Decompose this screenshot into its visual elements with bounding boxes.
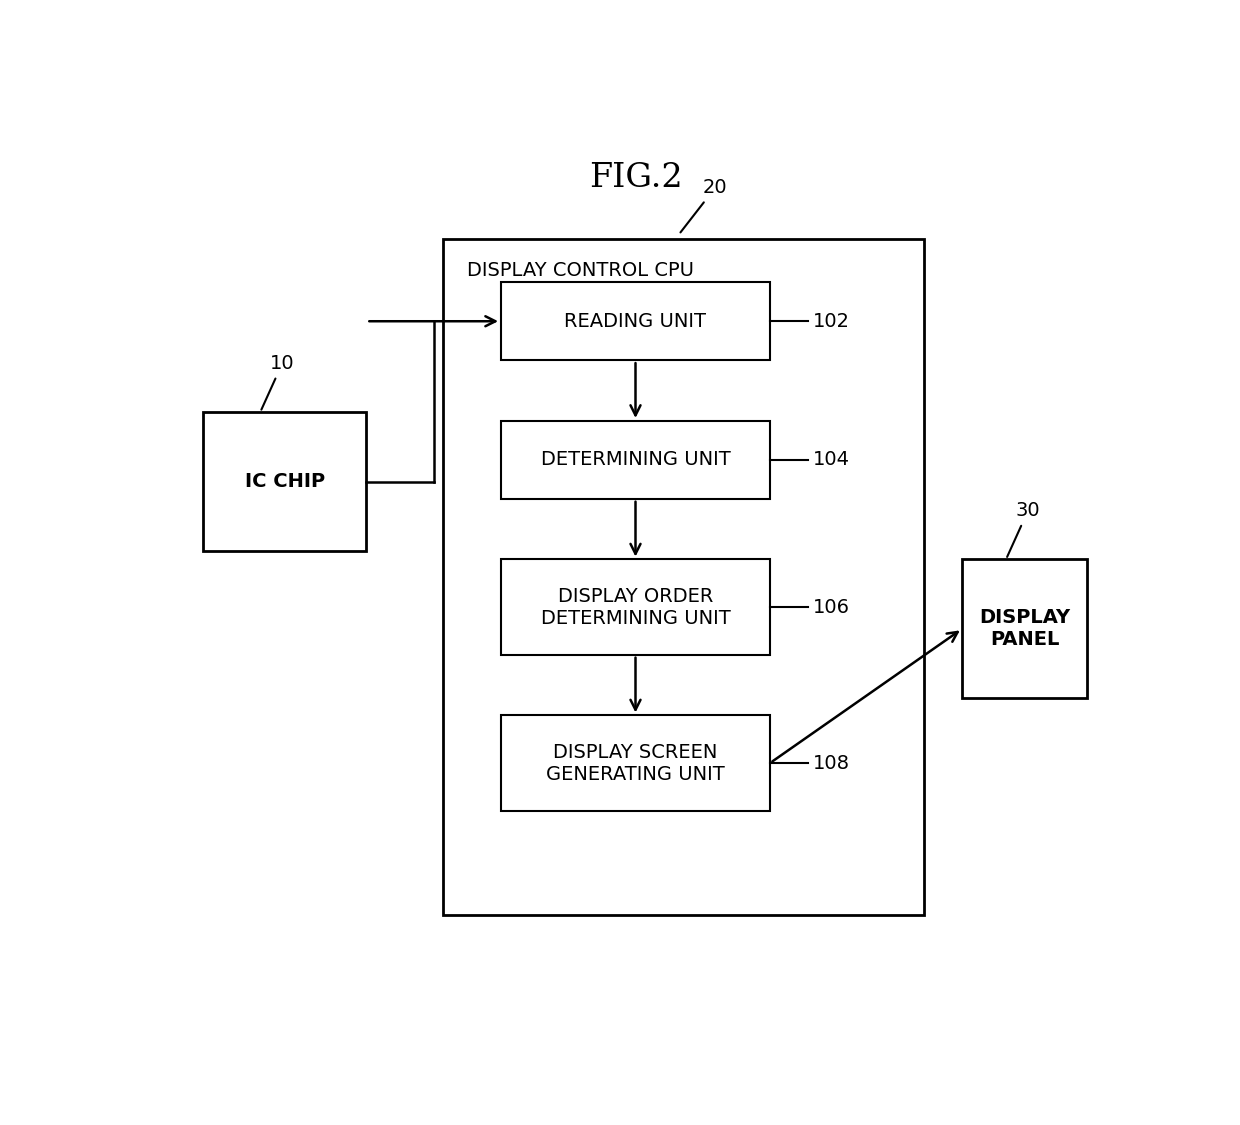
Text: 108: 108 [813,754,851,773]
Bar [501,282,770,360]
Bar [962,559,1087,698]
Text: FIG.2: FIG.2 [589,162,682,195]
Text: IC CHIP: IC CHIP [244,472,325,490]
Text: DISPLAY CONTROL CPU: DISPLAY CONTROL CPU [467,261,694,280]
Text: 10: 10 [262,354,294,410]
Text: 104: 104 [813,450,851,469]
Bar [501,559,770,655]
Text: 102: 102 [813,312,851,331]
Bar [444,238,924,915]
Text: 30: 30 [1007,502,1040,557]
Text: DISPLAY SCREEN
GENERATING UNIT: DISPLAY SCREEN GENERATING UNIT [546,742,725,783]
Text: DETERMINING UNIT: DETERMINING UNIT [541,450,730,469]
Text: 20: 20 [681,179,728,233]
Text: 106: 106 [813,597,851,616]
Bar [203,412,367,551]
Text: DISPLAY
PANEL: DISPLAY PANEL [980,609,1070,649]
Text: READING UNIT: READING UNIT [564,312,707,331]
Bar [501,421,770,498]
Text: DISPLAY ORDER
DETERMINING UNIT: DISPLAY ORDER DETERMINING UNIT [541,586,730,628]
Bar [501,716,770,811]
